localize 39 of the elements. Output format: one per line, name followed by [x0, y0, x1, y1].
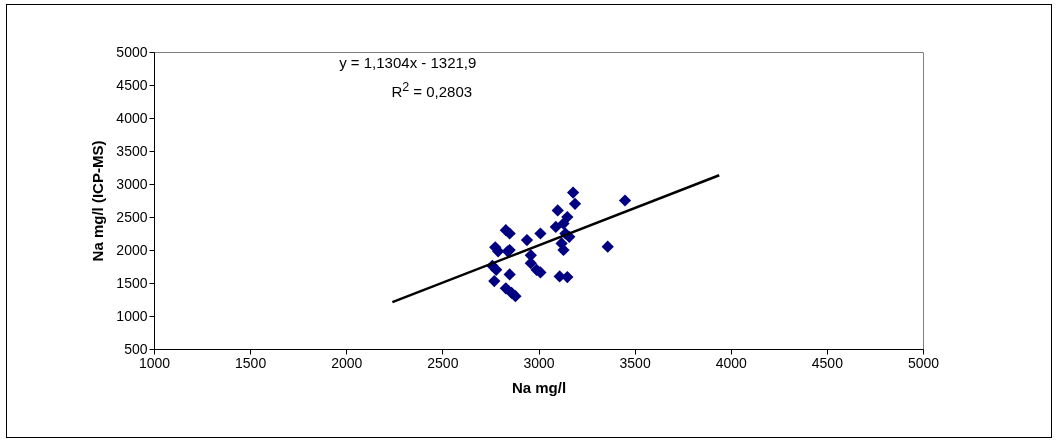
point	[549, 220, 562, 234]
y-axis-title: Na mg/l (ICP-MS)	[89, 140, 107, 262]
x-tick-label: 5000	[907, 354, 940, 371]
y-tick-label: 4500	[116, 76, 148, 93]
point	[520, 233, 534, 247]
point	[566, 186, 580, 199]
point	[551, 204, 564, 217]
x-tick-label: 2000	[331, 354, 363, 371]
point	[490, 263, 503, 276]
point	[568, 197, 582, 210]
y-tick-label: 2000	[116, 241, 148, 258]
x-tick-label: 4000	[715, 354, 748, 371]
point	[503, 227, 516, 240]
x-tick-label: 2500	[427, 354, 459, 371]
point	[534, 227, 547, 240]
point	[557, 243, 570, 257]
y-tick-label: 5000	[116, 43, 148, 60]
point	[557, 217, 570, 230]
y-tick-label: 1000	[116, 307, 148, 324]
point	[503, 268, 516, 281]
y-tick-label: 4000	[116, 109, 148, 126]
y-tick-label: 500	[124, 340, 148, 357]
point	[601, 240, 614, 253]
y-tick-label: 3000	[116, 175, 148, 192]
x-tick-label: 1500	[235, 354, 267, 371]
x-tick-label: 3000	[523, 354, 555, 371]
y-tick-label: 2500	[116, 208, 148, 225]
point	[505, 286, 518, 300]
y-tick-label: 3500	[116, 142, 148, 159]
x-axis-title: Na mg/l	[511, 378, 567, 396]
point	[561, 270, 574, 284]
x-tick-label: 3500	[619, 354, 651, 371]
point	[618, 194, 632, 207]
annotation: y = 1,1304x - 1321,9	[339, 54, 477, 71]
annotation: R$^{2}$ = 0,2803	[391, 80, 473, 100]
y-tick-label: 1500	[116, 274, 148, 291]
x-tick-label: 4500	[811, 354, 844, 371]
x-tick-label: 1000	[138, 354, 171, 371]
point	[488, 274, 501, 288]
